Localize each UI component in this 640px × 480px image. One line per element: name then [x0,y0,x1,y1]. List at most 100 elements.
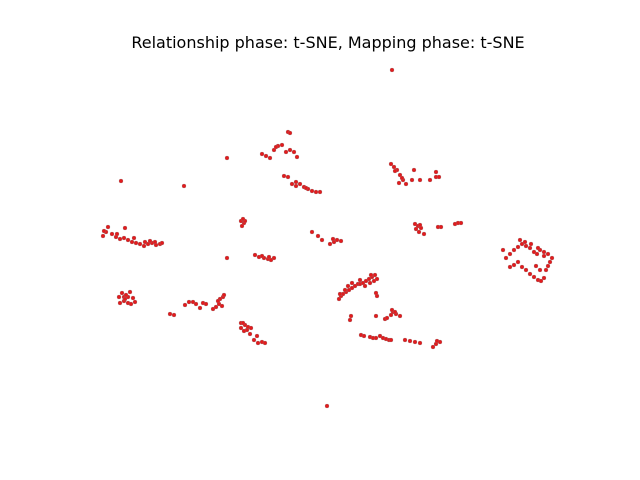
scatter-point [373,313,379,319]
scatter-point [327,241,333,247]
scatter-point [545,263,551,269]
scatter-point [527,271,533,277]
scatter-point [114,231,120,237]
scatter-point [131,235,137,241]
scatter-point [336,296,342,302]
scatter-point [377,333,383,339]
scatter-point [511,262,517,268]
scatter-point [145,241,151,247]
scatter-point [100,233,106,239]
scatter-point [210,306,216,312]
scatter-point [511,247,517,253]
scatter-point [262,340,268,346]
scatter-point [517,237,523,243]
scatter-point [438,224,444,230]
scatter-point [117,236,123,242]
chart-title: Relationship phase: t-SNE, Mapping phase… [131,33,525,52]
scatter-point [239,223,245,229]
scatter-point [389,307,395,313]
scatter-point [224,255,230,261]
scatter-point [203,301,209,307]
scatter-point [373,290,379,296]
scatter-point [137,241,143,247]
scatter-point [213,304,219,310]
scatter-point [259,253,265,259]
scatter-point [122,296,128,302]
scatter-point [348,313,354,319]
scatter-point [125,237,131,243]
scatter-point [266,254,272,260]
scatter-point [281,173,287,179]
scatter-point [534,251,540,257]
scatter-point [500,247,506,253]
scatter-point [121,235,127,241]
scatter-point [293,179,299,185]
scatter-point [129,239,135,245]
scatter-point [252,252,258,258]
scatter-point [193,301,199,307]
scatter-point [287,130,293,136]
scatter-point [128,301,134,307]
scatter-point [267,155,273,161]
scatter-point [547,259,553,265]
scatter-point [407,338,413,344]
scatter-point [152,239,158,245]
scatter-point [247,331,253,337]
scatter-point [309,188,315,194]
scatter-point [238,325,244,331]
scatter-point [330,236,336,242]
scatter-point [433,169,439,175]
scatter-point [360,280,366,286]
scatter-point [421,231,427,237]
scatter-point [417,222,423,228]
scatter-point [389,67,395,73]
scatter-point [535,245,541,251]
scatter-point [186,299,192,305]
scatter-point [297,181,303,187]
scatter-point [294,154,300,160]
scatter-point [248,325,254,331]
scatter-point [317,189,323,195]
scatter-point [273,144,279,150]
scatter-point [384,315,390,321]
scatter-point [503,255,509,261]
scatter-point [543,267,549,273]
scatter-point [147,238,153,244]
scatter-point [130,295,136,301]
scatter-point [221,292,227,298]
scatter-point [123,292,129,298]
scatter-point [397,172,403,178]
scatter-point [367,280,373,286]
scatter-point [309,229,315,235]
scatter-point [240,320,246,326]
scatter-point [362,283,368,289]
scatter-point [255,340,261,346]
scatter-point [251,337,257,343]
scatter-point [285,174,291,180]
scatter-point [271,147,277,153]
scatter-point [182,302,188,308]
scatter-point [167,311,173,317]
scatter-point [287,147,293,153]
scatter-point [215,298,221,304]
scatter-point [313,189,319,195]
scatter-point [507,251,513,257]
scatter-point [224,155,230,161]
scatter-point [363,278,369,284]
scatter-point [345,283,351,289]
scatter-point [388,337,394,343]
scatter-point [283,149,289,155]
scatter-point [133,240,139,246]
scatter-point [392,309,398,315]
scatter-point [271,255,277,261]
scatter-point [159,240,165,246]
scatter-point [411,167,417,173]
scatter-point [105,224,111,230]
scatter-point [545,251,551,257]
scatter-point [219,303,225,309]
scatter-point [142,239,148,245]
scatter-point [523,267,529,273]
scatter-point [349,285,355,291]
scatter-point [541,253,547,259]
